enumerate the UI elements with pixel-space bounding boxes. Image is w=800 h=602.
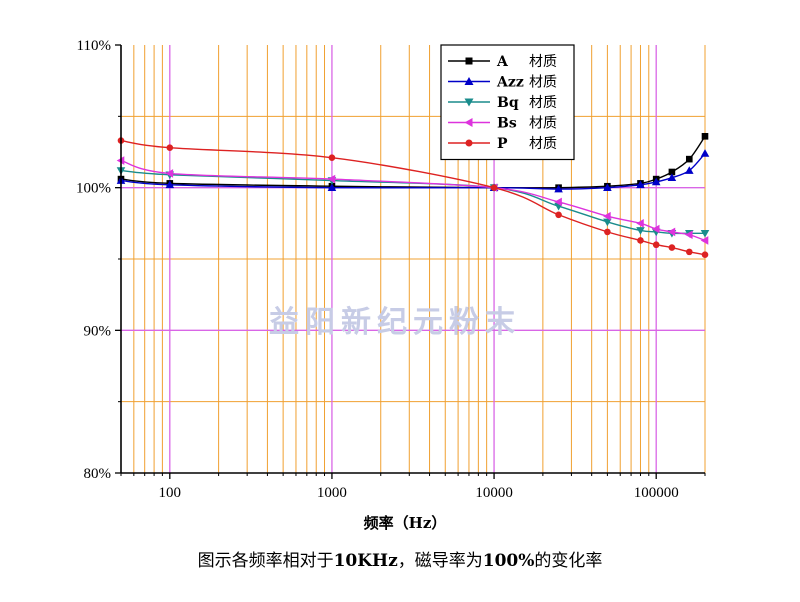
data-point xyxy=(636,180,645,189)
data-point xyxy=(636,219,644,228)
legend-label: A xyxy=(496,54,509,70)
data-point xyxy=(685,248,693,256)
data-point xyxy=(684,230,693,240)
y-tick-label: 80% xyxy=(84,466,112,482)
caption-middle: ，磁导率为 xyxy=(397,551,483,571)
axes xyxy=(115,44,706,479)
data-point xyxy=(700,149,710,157)
data-point xyxy=(603,183,612,191)
data-point xyxy=(327,174,336,184)
data-point xyxy=(636,227,645,235)
data-point xyxy=(554,197,562,207)
series-bs xyxy=(116,156,709,245)
chart-caption: 图示各频率相对于10KHz，磁导率为100%的变化率 xyxy=(0,546,800,571)
x-tick-label: 1000 xyxy=(317,485,347,501)
data-point xyxy=(685,155,693,163)
data-point xyxy=(700,236,709,245)
caption-ref-freq: 10KHz xyxy=(333,551,398,571)
legend-suffix: 材质 xyxy=(529,136,557,152)
legend-label: Bs xyxy=(497,116,517,132)
legend-label: Bq xyxy=(497,95,519,111)
legend-suffix: 材质 xyxy=(529,75,557,91)
data-point xyxy=(327,183,337,191)
caption-before: 图示各频率相对于 xyxy=(197,551,334,571)
legend-item: P 材质 xyxy=(448,136,557,152)
series-line xyxy=(120,139,706,256)
legend-marker xyxy=(464,98,474,107)
legend-label: Azz xyxy=(496,75,524,91)
data-point xyxy=(652,241,660,249)
data-point xyxy=(700,230,710,238)
series-p xyxy=(117,137,709,259)
series-line xyxy=(120,135,706,189)
legend: A 材质 Azz 材质 Bq 材质 Bs 材质 P 材质 xyxy=(440,44,575,161)
x-axis-label: 频率（Hz） xyxy=(364,514,447,532)
data-point xyxy=(603,218,612,227)
series-layer xyxy=(116,133,710,259)
series-line xyxy=(120,169,705,235)
caption-ref-value: 100% xyxy=(482,551,535,571)
x-tick-label: 100 xyxy=(159,485,182,501)
y-tick-label: 110% xyxy=(77,38,111,54)
data-point xyxy=(667,227,676,237)
data-point xyxy=(668,168,676,176)
chart: 益阳新纪元粉末 80% 90% 100% 110% 100 1000 10000 100000… xyxy=(76,38,710,532)
legend-suffix: 材质 xyxy=(529,54,557,70)
watermark: 益阳新纪元粉末 xyxy=(269,305,521,340)
data-point xyxy=(603,211,611,221)
caption-after: 的变化率 xyxy=(534,551,603,571)
data-point xyxy=(165,180,175,189)
data-point xyxy=(667,173,677,181)
legend-suffix: 材质 xyxy=(529,95,557,111)
legend-marker xyxy=(464,118,473,127)
y-tick-label: 100% xyxy=(76,181,111,197)
data-point xyxy=(651,224,660,234)
legend-marker xyxy=(464,77,474,85)
data-point xyxy=(166,144,174,152)
data-point xyxy=(604,228,611,236)
legend-item: Azz 材质 xyxy=(448,75,557,91)
x-tick-label: 100000 xyxy=(634,485,679,501)
x-tick-label: 10000 xyxy=(475,485,513,501)
data-point xyxy=(165,169,174,178)
legend-marker xyxy=(465,139,473,147)
data-point xyxy=(554,184,563,193)
data-point xyxy=(328,154,336,162)
legend-label: P xyxy=(497,136,508,152)
data-point xyxy=(701,251,709,259)
data-point xyxy=(555,211,562,219)
legend-item: Bs 材质 xyxy=(448,116,557,132)
data-point xyxy=(490,184,498,191)
data-point xyxy=(651,177,661,186)
legend-marker xyxy=(465,57,473,65)
minor-grid xyxy=(120,45,706,473)
legend-item: Bq 材质 xyxy=(448,95,557,111)
data-point xyxy=(684,166,694,174)
tick-labels: 80% 90% 100% 110% 100 1000 10000 100000 xyxy=(76,38,679,501)
series-line xyxy=(120,159,706,242)
y-tick-label: 90% xyxy=(84,323,112,339)
data-point xyxy=(701,133,709,140)
data-point xyxy=(668,244,676,251)
legend-item: A 材质 xyxy=(448,54,557,70)
legend-suffix: 材质 xyxy=(529,116,557,132)
data-point xyxy=(637,237,644,244)
